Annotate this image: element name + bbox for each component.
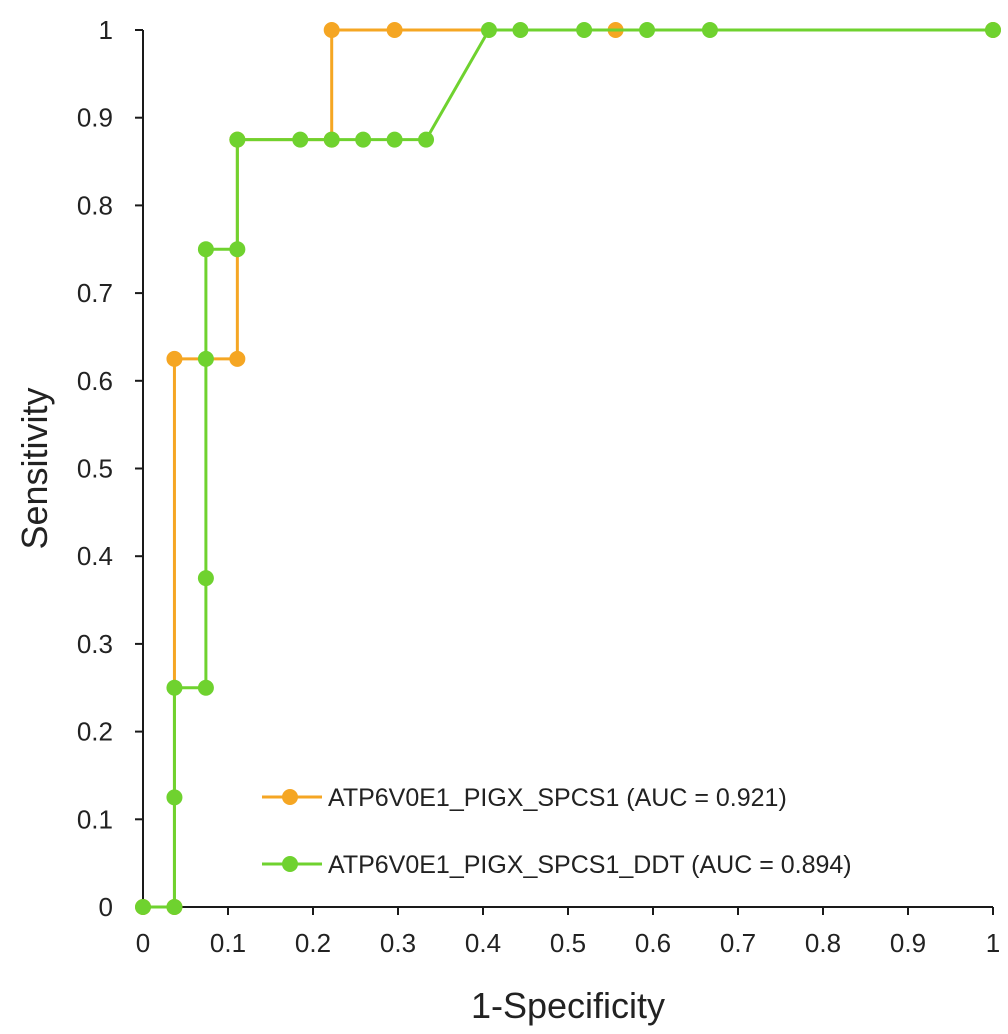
x-tick-label: 0.3 — [380, 928, 416, 958]
y-tick-label: 0.9 — [77, 103, 113, 133]
data-point — [229, 241, 246, 258]
data-point — [229, 350, 246, 367]
x-tick-label: 0.6 — [635, 928, 671, 958]
data-point — [355, 131, 372, 148]
data-point — [701, 22, 718, 38]
data-point — [323, 131, 340, 148]
legend-entry: ATP6V0E1_PIGX_SPCS1_DDT (AUC = 0.894) — [262, 851, 852, 879]
x-tick-label: 0.8 — [805, 928, 841, 958]
data-point — [512, 22, 529, 38]
data-point — [166, 899, 183, 915]
series-2 — [135, 22, 1001, 915]
x-tick-label: 0.2 — [295, 928, 331, 958]
x-tick-label: 0.4 — [465, 928, 501, 958]
legend-swatch-marker — [282, 856, 298, 872]
legend: ATP6V0E1_PIGX_SPCS1 (AUC = 0.921) ATP6V0E… — [262, 784, 852, 879]
series-1 — [135, 22, 1001, 915]
data-point — [197, 241, 214, 258]
data-point — [386, 22, 403, 38]
y-tick-label: 0.1 — [77, 804, 113, 834]
y-tick-label: 0.6 — [77, 366, 113, 396]
y-tick-label: 0.2 — [77, 717, 113, 747]
data-point — [197, 570, 214, 587]
x-tick-label: 0 — [136, 928, 150, 958]
legend-label: ATP6V0E1_PIGX_SPCS1_DDT (AUC = 0.894) — [328, 851, 852, 879]
data-point — [197, 350, 214, 367]
data-point — [166, 789, 183, 806]
data-point — [323, 22, 340, 38]
y-tick-label: 0.4 — [77, 541, 113, 571]
x-tick-label: 0.1 — [210, 928, 246, 958]
data-point — [135, 899, 151, 915]
series-line — [143, 28, 993, 909]
data-point — [292, 131, 309, 148]
y-tick-label: 0.8 — [77, 190, 113, 220]
legend-entry: ATP6V0E1_PIGX_SPCS1 (AUC = 0.921) — [262, 784, 787, 812]
series-layer — [135, 22, 1001, 915]
x-tick-label: 0.9 — [890, 928, 926, 958]
x-tick-label: 1 — [986, 928, 1000, 958]
data-point — [480, 22, 497, 38]
data-point — [166, 679, 183, 696]
data-point — [576, 22, 593, 38]
y-tick-label: 1 — [99, 15, 113, 45]
data-point — [639, 22, 656, 38]
data-point — [229, 131, 246, 148]
data-point — [166, 350, 183, 367]
x-tick-label: 0.7 — [720, 928, 756, 958]
x-axis-title: 1-Specificity — [471, 985, 665, 1026]
y-tick-label: 0.7 — [77, 278, 113, 308]
data-point — [985, 22, 1001, 38]
legend-label: ATP6V0E1_PIGX_SPCS1 (AUC = 0.921) — [328, 784, 787, 812]
series-line — [143, 28, 993, 909]
legend-swatch-marker — [282, 789, 298, 805]
y-tick-label: 0.3 — [77, 629, 113, 659]
data-point — [197, 679, 214, 696]
data-point — [386, 131, 403, 148]
y-axis-title: Sensitivity — [14, 387, 55, 549]
y-tick-label: 0 — [99, 892, 113, 922]
y-tick-label: 0.5 — [77, 454, 113, 484]
data-point — [418, 131, 435, 148]
x-tick-label: 0.5 — [550, 928, 586, 958]
axes: 0 0.1 0.2 0.3 0.4 0.5 0.6 0.7 0.8 0.9 1 0 0.1 0.2 0.3 0… — [77, 15, 1000, 958]
